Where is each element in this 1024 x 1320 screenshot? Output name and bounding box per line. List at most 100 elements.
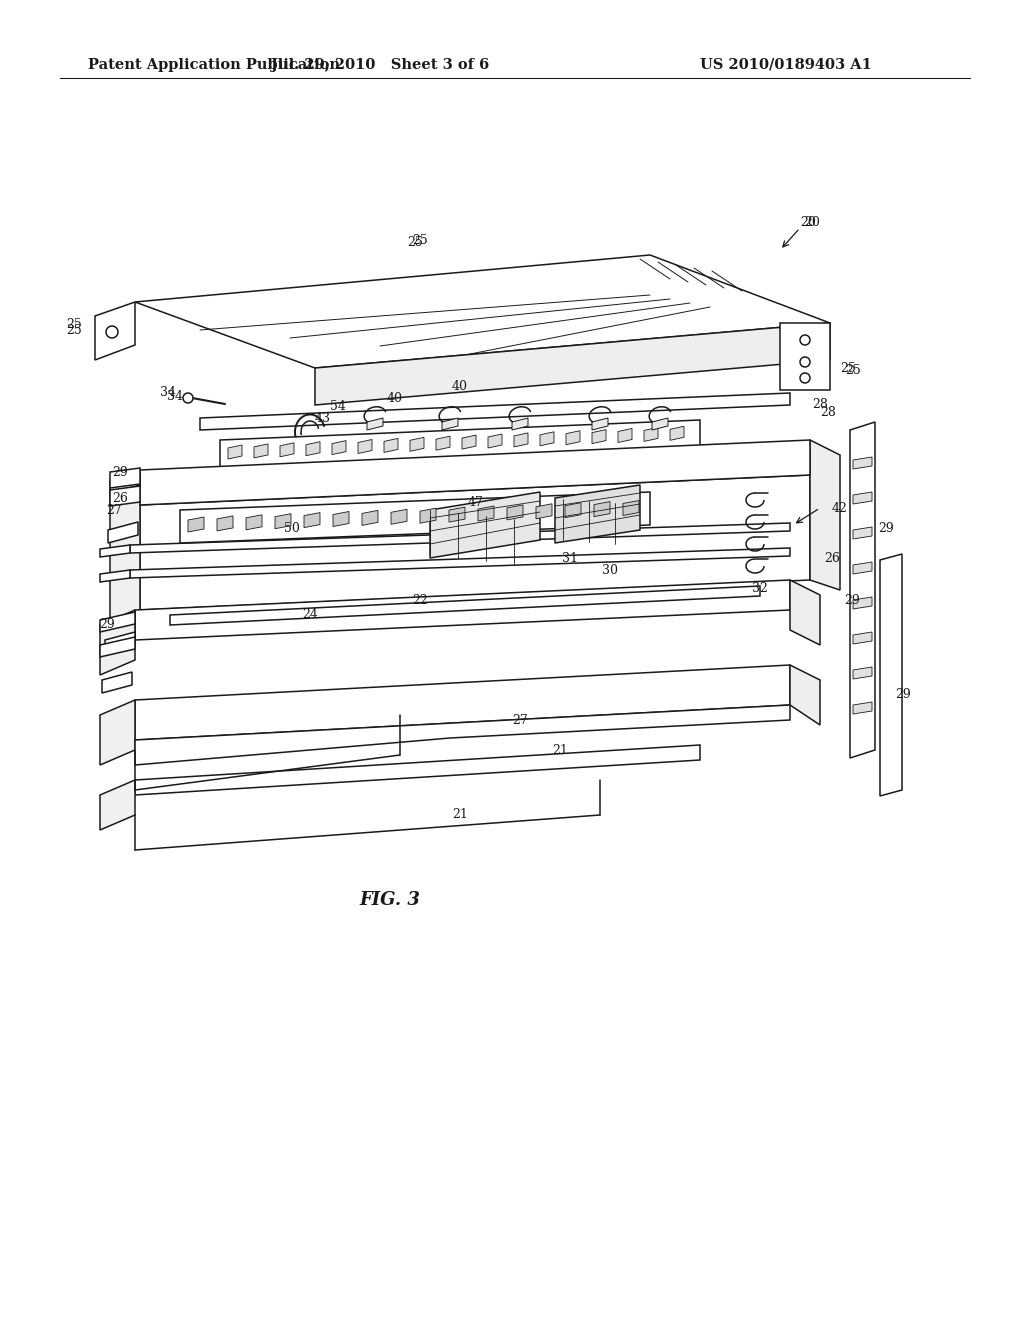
Polygon shape	[853, 562, 872, 574]
Text: Patent Application Publication: Patent Application Publication	[88, 58, 340, 73]
Text: 26: 26	[112, 491, 128, 504]
Polygon shape	[304, 512, 319, 528]
Polygon shape	[100, 638, 135, 657]
Polygon shape	[780, 323, 830, 389]
Polygon shape	[384, 438, 398, 453]
Text: 30: 30	[602, 564, 618, 577]
Polygon shape	[315, 323, 830, 405]
Polygon shape	[850, 422, 874, 758]
Polygon shape	[100, 610, 135, 675]
Polygon shape	[200, 393, 790, 430]
Polygon shape	[853, 597, 872, 609]
Polygon shape	[95, 302, 135, 360]
Polygon shape	[430, 492, 540, 558]
Polygon shape	[853, 527, 872, 539]
Polygon shape	[217, 516, 233, 531]
Polygon shape	[391, 510, 407, 524]
Polygon shape	[135, 744, 700, 795]
Polygon shape	[592, 429, 606, 444]
Text: 25: 25	[412, 234, 428, 247]
Text: 24: 24	[302, 609, 317, 622]
Polygon shape	[410, 437, 424, 451]
Text: 28: 28	[820, 405, 836, 418]
Polygon shape	[110, 473, 140, 492]
Polygon shape	[180, 492, 650, 543]
Polygon shape	[420, 508, 436, 523]
Text: 21: 21	[552, 743, 568, 756]
Polygon shape	[644, 428, 658, 441]
Circle shape	[106, 326, 118, 338]
Polygon shape	[108, 521, 138, 543]
Polygon shape	[594, 502, 610, 516]
Polygon shape	[220, 420, 700, 470]
Polygon shape	[135, 705, 790, 766]
Polygon shape	[362, 511, 378, 525]
Polygon shape	[170, 586, 760, 624]
Text: 21: 21	[452, 808, 468, 821]
Text: 22: 22	[412, 594, 428, 606]
Text: 40: 40	[452, 380, 468, 392]
Polygon shape	[462, 436, 476, 449]
Polygon shape	[623, 500, 639, 516]
Text: 43: 43	[315, 412, 331, 425]
Polygon shape	[566, 430, 580, 445]
Polygon shape	[135, 579, 790, 640]
Text: 29: 29	[878, 521, 894, 535]
Polygon shape	[592, 418, 608, 430]
Polygon shape	[853, 632, 872, 644]
Polygon shape	[100, 545, 130, 557]
Circle shape	[183, 393, 193, 403]
Polygon shape	[275, 513, 291, 529]
Polygon shape	[790, 665, 820, 725]
Polygon shape	[110, 469, 140, 488]
Text: 25: 25	[840, 362, 856, 375]
Text: 29: 29	[895, 689, 910, 701]
Text: 34: 34	[160, 385, 176, 399]
Text: 54: 54	[330, 400, 346, 413]
Polygon shape	[488, 434, 502, 447]
Polygon shape	[110, 486, 140, 506]
Text: 31: 31	[562, 552, 578, 565]
Polygon shape	[254, 444, 268, 458]
Text: 26: 26	[824, 552, 840, 565]
Polygon shape	[110, 470, 140, 630]
Circle shape	[800, 356, 810, 367]
Polygon shape	[140, 475, 810, 610]
Polygon shape	[333, 511, 349, 527]
Polygon shape	[507, 504, 523, 520]
Polygon shape	[100, 570, 130, 582]
Polygon shape	[853, 702, 872, 714]
Text: 20: 20	[800, 215, 816, 228]
Polygon shape	[565, 503, 581, 517]
Polygon shape	[130, 523, 790, 553]
Polygon shape	[332, 441, 346, 454]
Text: 29: 29	[99, 619, 115, 631]
Polygon shape	[652, 418, 668, 430]
Polygon shape	[100, 780, 135, 830]
Text: 40: 40	[387, 392, 403, 404]
Polygon shape	[618, 429, 632, 442]
Polygon shape	[130, 548, 790, 578]
Polygon shape	[853, 457, 872, 469]
Polygon shape	[810, 440, 840, 590]
Text: Jul. 29, 2010   Sheet 3 of 6: Jul. 29, 2010 Sheet 3 of 6	[271, 58, 489, 73]
Text: 34: 34	[167, 389, 183, 403]
Polygon shape	[853, 492, 872, 504]
Circle shape	[800, 335, 810, 345]
Polygon shape	[188, 517, 204, 532]
Polygon shape	[555, 484, 640, 543]
Text: 29: 29	[113, 466, 128, 479]
Polygon shape	[228, 445, 242, 459]
Polygon shape	[449, 507, 465, 523]
Polygon shape	[358, 440, 372, 454]
Polygon shape	[367, 418, 383, 430]
Polygon shape	[140, 440, 810, 506]
Polygon shape	[105, 632, 135, 653]
Polygon shape	[100, 700, 135, 766]
Text: 25: 25	[67, 318, 82, 330]
Polygon shape	[540, 432, 554, 446]
Polygon shape	[436, 436, 450, 450]
Polygon shape	[790, 579, 820, 645]
Text: FIG. 3: FIG. 3	[359, 891, 421, 909]
Text: 20: 20	[804, 215, 820, 228]
